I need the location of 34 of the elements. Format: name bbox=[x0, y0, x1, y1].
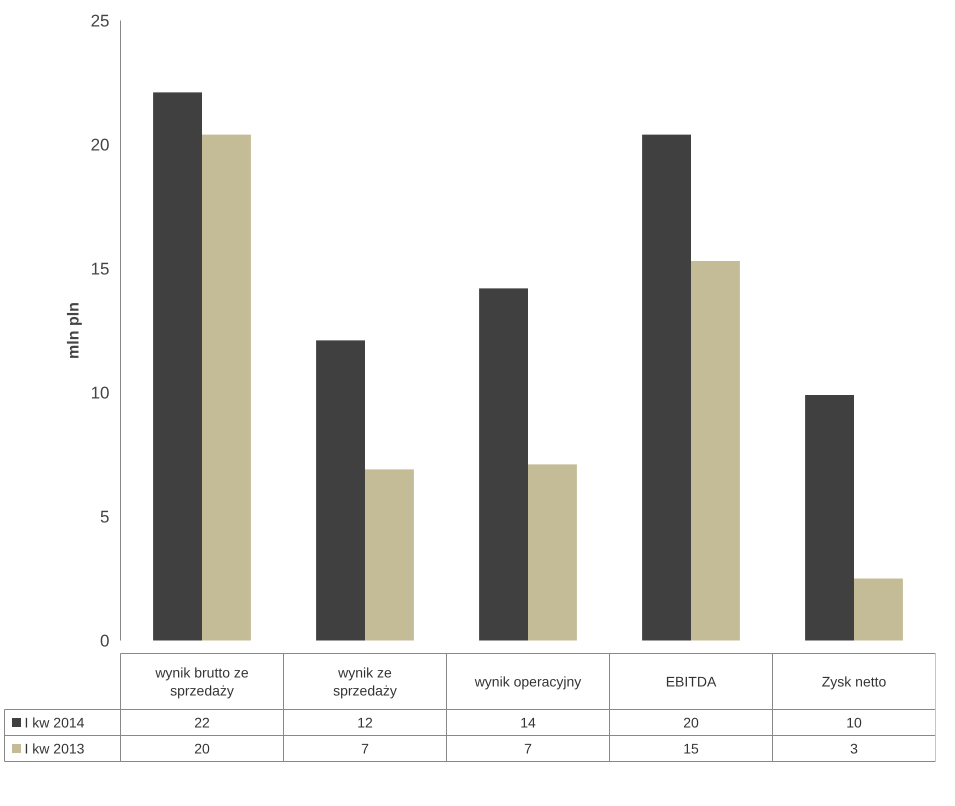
data-label: 10 bbox=[846, 714, 862, 730]
legend-label: I kw 2013 bbox=[24, 740, 85, 756]
bar bbox=[854, 578, 903, 640]
bar bbox=[479, 288, 528, 640]
y-tick-label: 25 bbox=[90, 12, 110, 30]
x-tick-label: wynik brutto ze sprzedaży bbox=[154, 664, 249, 699]
bar bbox=[642, 134, 691, 640]
y-tick-label: 15 bbox=[90, 260, 110, 278]
data-label: 22 bbox=[194, 714, 210, 730]
y-axis-title: mln pln bbox=[66, 302, 83, 359]
bar bbox=[805, 394, 854, 640]
legend-label: I kw 2014 bbox=[24, 714, 85, 730]
data-label: 20 bbox=[194, 740, 210, 756]
data-label: 7 bbox=[361, 740, 370, 756]
bar bbox=[153, 92, 202, 640]
y-tick-label: 20 bbox=[90, 136, 110, 154]
bar bbox=[202, 134, 251, 640]
data-label: 3 bbox=[850, 740, 858, 756]
bar bbox=[528, 464, 577, 640]
data-label: 15 bbox=[683, 740, 699, 756]
x-tick-label: EBITDA bbox=[666, 674, 717, 690]
data-label: 20 bbox=[683, 714, 699, 730]
data-label: 12 bbox=[357, 714, 373, 730]
data-label: 14 bbox=[520, 714, 536, 730]
y-tick-label: 5 bbox=[100, 508, 110, 526]
bar bbox=[365, 469, 414, 640]
x-tick-label: Zysk netto bbox=[822, 674, 887, 690]
x-tick-label: wynik ze sprzedaży bbox=[333, 664, 397, 699]
bar bbox=[691, 261, 740, 640]
bar bbox=[316, 340, 365, 640]
data-label: 7 bbox=[524, 740, 532, 756]
x-tick-label: wynik operacyjny bbox=[474, 674, 582, 690]
y-tick-label: 10 bbox=[90, 384, 110, 402]
y-tick-label: 0 bbox=[100, 632, 110, 650]
